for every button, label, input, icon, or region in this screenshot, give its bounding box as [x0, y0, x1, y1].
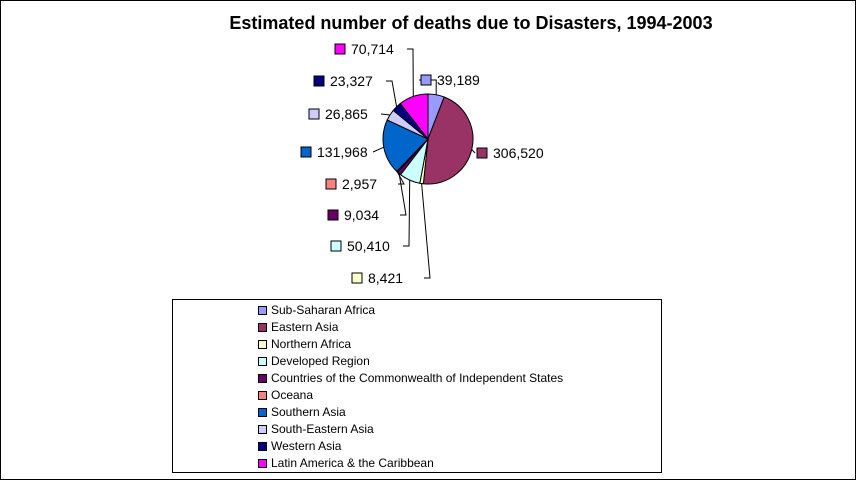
legend-swatch-sub-saharan-africa — [258, 305, 267, 315]
leader-line-developed-region — [403, 180, 411, 247]
leader-line-countries-of-the-commonwealth-of-independent-states — [398, 173, 407, 216]
legend-item-latin-america-the-caribbean: Latin America & the Caribbean — [258, 455, 434, 471]
legend-item-western-asia: Western Asia — [258, 438, 341, 454]
data-label-southern-asia: 131,968 — [317, 144, 368, 160]
data-label-developed-region: 50,410 — [347, 238, 390, 254]
legend-item-sub-saharan-africa: Sub-Saharan Africa — [258, 302, 375, 318]
legend-item-oceana: Oceana — [258, 387, 313, 403]
data-label-eastern-asia: 306,520 — [493, 145, 544, 161]
legend-item-developed-region: Developed Region — [258, 353, 370, 369]
data-label-northern-africa: 8,421 — [368, 270, 403, 286]
legend-swatch-eastern-asia — [258, 322, 267, 332]
data-label-swatch-northern-africa — [351, 272, 363, 284]
legend-swatch-oceana — [258, 390, 267, 400]
leader-line-eastern-asia — [471, 149, 476, 154]
leader-line-southern-asia — [372, 146, 385, 153]
legend-swatch-south-eastern-asia — [258, 424, 267, 434]
legend-item-southern-asia: Southern Asia — [258, 404, 346, 420]
data-label-western-asia: 23,327 — [330, 73, 373, 89]
legend-label-countries-of-the-commonwealth-of-independent-states: Countries of the Commonwealth of Indepen… — [271, 371, 564, 385]
leader-line-latin-america-the-caribbean — [407, 48, 414, 97]
leader-line-oceana — [396, 171, 405, 185]
legend-swatch-western-asia — [258, 441, 267, 451]
data-label-latin-america-the-caribbean: 70,714 — [351, 41, 394, 57]
data-label-swatch-western-asia — [313, 75, 325, 87]
legend-label-developed-region: Developed Region — [271, 354, 370, 368]
leader-line-south-eastern-asia — [380, 113, 390, 116]
data-label-swatch-south-eastern-asia — [308, 108, 320, 120]
legend-swatch-developed-region — [258, 356, 267, 366]
data-label-swatch-countries-of-the-commonwealth-of-independent-states — [327, 209, 339, 221]
leader-line-western-asia — [386, 80, 398, 107]
legend-label-oceana: Oceana — [271, 388, 314, 402]
data-label-south-eastern-asia: 26,865 — [325, 106, 368, 122]
legend-label-southern-asia: Southern Asia — [271, 405, 346, 419]
chart-title: Estimated number of deaths due to Disast… — [229, 13, 713, 33]
legend-item-south-eastern-asia: South-Eastern Asia — [258, 421, 374, 437]
data-label-swatch-southern-asia — [300, 146, 312, 158]
legend-label-south-eastern-asia: South-Eastern Asia — [271, 422, 374, 436]
legend-label-sub-saharan-africa: Sub-Saharan Africa — [271, 303, 376, 317]
legend-label-latin-america-the-caribbean: Latin America & the Caribbean — [271, 456, 434, 470]
legend-swatch-countries-of-the-commonwealth-of-independent-states — [258, 373, 267, 383]
legend-swatch-northern-africa — [258, 339, 267, 349]
leader-line-northern-africa — [421, 183, 431, 279]
data-label-countries-of-the-commonwealth-of-independent-states: 9,034 — [344, 207, 379, 223]
legend-swatch-latin-america-the-caribbean — [258, 458, 267, 468]
legend-swatch-southern-asia — [258, 407, 267, 417]
data-label-swatch-sub-saharan-africa — [420, 74, 432, 86]
legend-label-eastern-asia: Eastern Asia — [271, 320, 339, 334]
legend: Sub-Saharan Africa Eastern Asia Northern A… — [172, 299, 662, 473]
data-label-swatch-oceana — [325, 178, 337, 190]
data-label-swatch-eastern-asia — [476, 147, 488, 159]
legend-item-northern-africa: Northern Africa — [258, 336, 351, 352]
legend-item-countries-of-the-commonwealth-of-independent-states: Countries of the Commonwealth of Indepen… — [258, 370, 563, 386]
legend-item-eastern-asia: Eastern Asia — [258, 319, 338, 335]
data-label-oceana: 2,957 — [342, 176, 377, 192]
pie-slice-eastern-asia — [422, 96, 474, 185]
data-label-swatch-developed-region — [330, 240, 342, 252]
legend-label-northern-africa: Northern Africa — [271, 337, 352, 351]
data-label-swatch-latin-america-the-caribbean — [334, 43, 346, 55]
data-label-sub-saharan-africa: 39,189 — [437, 72, 480, 88]
legend-label-western-asia: Western Asia — [271, 439, 342, 453]
